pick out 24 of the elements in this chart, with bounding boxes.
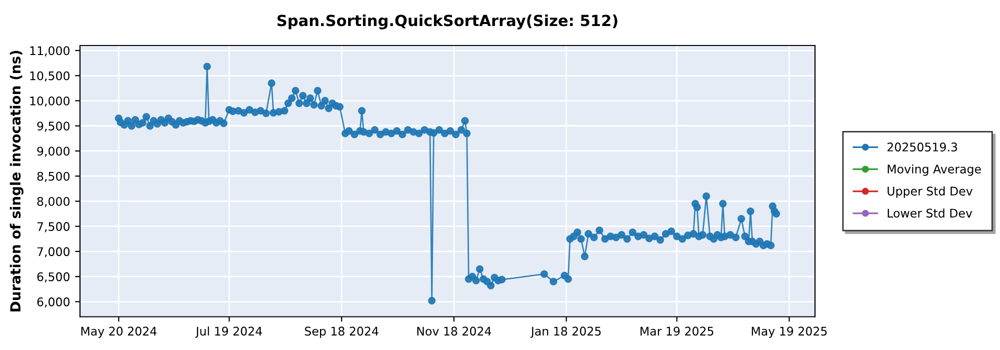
legend-label: Upper Std Dev	[888, 186, 972, 198]
x-tick-label: Mar 19 2025	[640, 326, 714, 336]
y-tick-label: 7,000	[37, 247, 70, 258]
x-tick-label: May 19 2025	[752, 326, 827, 338]
y-tick-label: 8,000	[37, 196, 70, 208]
x-tick-label: Nov 18 2024	[417, 326, 492, 336]
y-tick-label: 10,500	[30, 71, 70, 82]
x-tick-label: Jan 18 2025	[530, 326, 601, 338]
y-tick-label: 8,500	[37, 172, 70, 182]
y-tick-label: 11,000	[30, 46, 70, 56]
y-axis-title: Duration of single invocation (ns)	[10, 50, 24, 312]
y-tick-label: 7,500	[37, 222, 70, 232]
legend-label: Lower Std Dev	[888, 208, 972, 218]
y-tick-label: 6,500	[37, 272, 70, 282]
legend-label: 20250519.3	[888, 142, 958, 152]
y-tick-label: 6,000	[37, 297, 70, 308]
x-tick-label: Sep 18 2024	[304, 326, 378, 338]
chart-title: Span.Sorting.QuickSortArray(Size: 512)	[277, 14, 618, 30]
y-tick-label: 9,500	[37, 122, 70, 132]
x-tick-label: May 20 2024	[81, 326, 157, 338]
y-tick-label: 10,000	[30, 96, 70, 107]
x-tick-label: Jul 19 2024	[195, 326, 262, 338]
legend-label: Moving Average	[888, 164, 981, 176]
y-tick-label: 9,000	[37, 146, 70, 157]
